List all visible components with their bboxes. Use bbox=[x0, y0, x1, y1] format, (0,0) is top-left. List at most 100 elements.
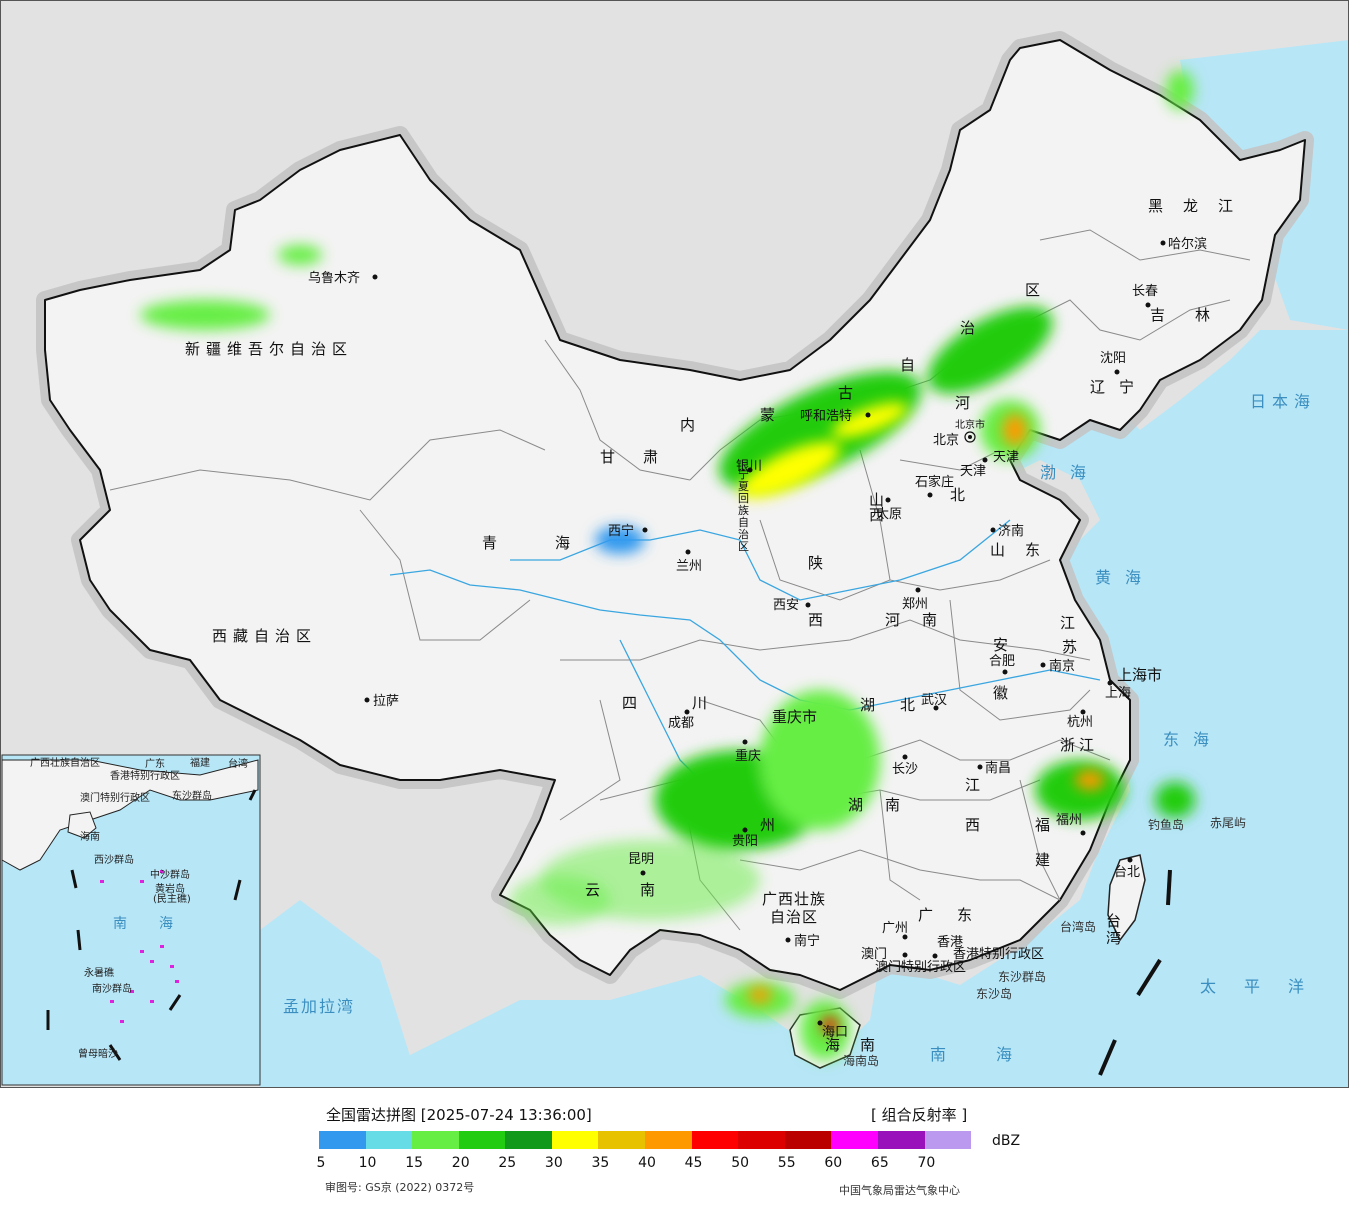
label-chiwei: 赤尾屿 bbox=[1210, 816, 1246, 830]
boundary-dashes bbox=[1098, 869, 1172, 1076]
colorbar-cell bbox=[784, 1131, 832, 1149]
svg-text:海口: 海口 bbox=[822, 1025, 848, 1040]
legend-title: 全国雷达拼图 [2025-07-24 13:36:00] bbox=[326, 1106, 592, 1124]
inset-label-taiwan: 台湾 bbox=[228, 757, 248, 770]
label-bohai: 渤海 bbox=[1040, 463, 1100, 482]
label-hebei-he: 河 bbox=[955, 394, 976, 412]
label-hebei-bei: 北 bbox=[950, 486, 971, 504]
colorbar-cell bbox=[877, 1131, 925, 1149]
label-inset-south-sea: 南海 bbox=[113, 916, 205, 932]
label-hubei: 湖北 bbox=[860, 696, 940, 714]
taiwan-island bbox=[1107, 854, 1146, 942]
colorbar-tick-label: 60 bbox=[824, 1155, 843, 1171]
label-tianjin: 天津 bbox=[993, 450, 1019, 465]
inset-label-zhongsha: 中沙群岛 bbox=[150, 868, 190, 881]
label-dongsha-qundao: 东沙群岛 bbox=[998, 969, 1046, 984]
city-hohhot: 呼和浩特 bbox=[800, 409, 871, 424]
inset-label-macao: 澳门特别行政区 bbox=[80, 791, 150, 804]
city-urumqi: 乌鲁木齐 bbox=[308, 270, 378, 286]
city-shanghai: 上海 bbox=[1105, 680, 1131, 701]
label-ningxia2: 夏 bbox=[738, 480, 749, 493]
inset-label-dongsha: 东沙群岛 bbox=[172, 789, 212, 802]
label-yunnan-nan: 南 bbox=[640, 881, 661, 899]
colorbar bbox=[319, 1131, 972, 1149]
south-china-sea-inset bbox=[1, 754, 261, 1086]
label-ningxia3: 回 bbox=[738, 492, 749, 505]
inset-label-hk: 香港特别行政区 bbox=[110, 769, 180, 782]
svg-text:呼和浩特: 呼和浩特 bbox=[800, 409, 852, 424]
city-jinan: 济南 bbox=[990, 523, 1024, 539]
inset-label-huangyan: 黄岩岛 bbox=[155, 882, 185, 895]
inset-label-hainan: 海南 bbox=[80, 830, 100, 843]
map-approval-number: 审图号: GS京 (2022) 0372号 bbox=[325, 1181, 475, 1194]
unit-label: dBZ bbox=[992, 1133, 1021, 1149]
inset-label-zengmu: 曾母暗沙 bbox=[78, 1047, 118, 1060]
city-nanchang: 南昌 bbox=[977, 760, 1011, 776]
colorbar-tick-label: 5 bbox=[316, 1155, 326, 1171]
svg-text:南宁: 南宁 bbox=[794, 933, 820, 949]
colorbar-cell bbox=[505, 1131, 552, 1149]
radar-map: 新疆维吾尔自治区 西藏自治区 青海 黑龙江 吉林 山东 浙江 广东 四川 重庆市… bbox=[0, 0, 1349, 1088]
svg-text:西宁: 西宁 bbox=[608, 523, 634, 539]
china-landmass bbox=[44, 39, 1306, 991]
label-anhui-an: 安 bbox=[993, 636, 1014, 654]
svg-text:石家庄: 石家庄 bbox=[915, 474, 954, 490]
label-jiangxi-jiang: 江 bbox=[965, 776, 986, 794]
label-anhui-hui: 徽 bbox=[993, 684, 1014, 702]
city-kunming: 昆明 bbox=[628, 852, 654, 876]
label-sichuan: 四川 bbox=[622, 694, 762, 712]
product-label: [ 组合反射率 ] bbox=[871, 1106, 968, 1124]
label-ningxia6: 治 bbox=[738, 527, 749, 541]
svg-text:广州: 广州 bbox=[882, 921, 908, 936]
svg-text:台北: 台北 bbox=[1114, 865, 1140, 880]
city-lanzhou: 兰州 bbox=[676, 549, 702, 574]
label-ningxia4: 族 bbox=[738, 503, 749, 517]
label-liaoning: 辽宁 bbox=[1090, 378, 1148, 396]
label-dongsha-dao: 东沙岛 bbox=[976, 986, 1012, 1001]
label-zhejiang: 浙江 bbox=[1060, 736, 1098, 754]
label-shanghai: 上海市 bbox=[1117, 666, 1162, 684]
label-shanxi: 山西 bbox=[867, 492, 885, 522]
label-hunan-hu: 湖 bbox=[848, 796, 869, 814]
colorbar-cell bbox=[319, 1131, 366, 1149]
colorbar-cell bbox=[598, 1131, 646, 1149]
svg-text:天津: 天津 bbox=[960, 464, 986, 479]
colorbar-tick-label: 10 bbox=[358, 1155, 377, 1171]
city-guangzhou: 广州 bbox=[882, 921, 908, 940]
city-harbin: 哈尔滨 bbox=[1160, 236, 1207, 252]
svg-text:北京市: 北京市 bbox=[955, 418, 985, 431]
city-xian: 西安 bbox=[773, 598, 811, 613]
svg-text:上海: 上海 bbox=[1105, 686, 1131, 701]
inset-label-fujian: 福建 bbox=[190, 756, 210, 769]
city-taipei: 台北 bbox=[1114, 857, 1140, 880]
colorbar-cell bbox=[924, 1131, 972, 1149]
inset-label-nansha: 南沙群岛 bbox=[92, 982, 132, 995]
colorbar-cell bbox=[691, 1131, 739, 1149]
city-hefei: 合肥 bbox=[989, 654, 1015, 675]
city-guiyang: 贵阳 bbox=[732, 827, 758, 849]
label-taiwan: 台湾 bbox=[1104, 913, 1122, 947]
label-yellow-sea: 黄海 bbox=[1095, 568, 1155, 587]
label-fujian-jian: 建 bbox=[1035, 851, 1056, 869]
colorbar-tick-label: 20 bbox=[451, 1155, 470, 1171]
label-guangxi2: 自治区 bbox=[770, 908, 818, 926]
label-hunan-nan: 南 bbox=[885, 796, 906, 814]
colorbar-tick-label: 15 bbox=[405, 1155, 424, 1171]
colorbar-tick-label: 35 bbox=[591, 1155, 610, 1171]
source-label: 中国气象局雷达气象中心 bbox=[839, 1184, 960, 1197]
svg-text:杭州: 杭州 bbox=[1067, 715, 1093, 730]
svg-text:沈阳: 沈阳 bbox=[1100, 351, 1126, 366]
label-guangxi1: 广西壮族 bbox=[762, 890, 826, 908]
label-yunnan-yun: 云 bbox=[585, 881, 606, 899]
inset-label-xisha: 西沙群岛 bbox=[94, 853, 134, 866]
city-nanjing: 南京 bbox=[1040, 658, 1075, 674]
colorbar-tick-label: 30 bbox=[544, 1155, 563, 1171]
colorbar-tick-label: 40 bbox=[638, 1155, 656, 1171]
svg-text:长春: 长春 bbox=[1132, 284, 1158, 299]
colorbar-cell bbox=[365, 1131, 413, 1149]
city-macao: 澳门 bbox=[861, 946, 908, 962]
label-ningxia7: 区 bbox=[738, 540, 749, 553]
inset-label-yongshu: 永暑礁 bbox=[84, 966, 114, 979]
svg-text:长沙: 长沙 bbox=[892, 762, 918, 777]
colorbar-tick-label: 25 bbox=[498, 1155, 517, 1171]
